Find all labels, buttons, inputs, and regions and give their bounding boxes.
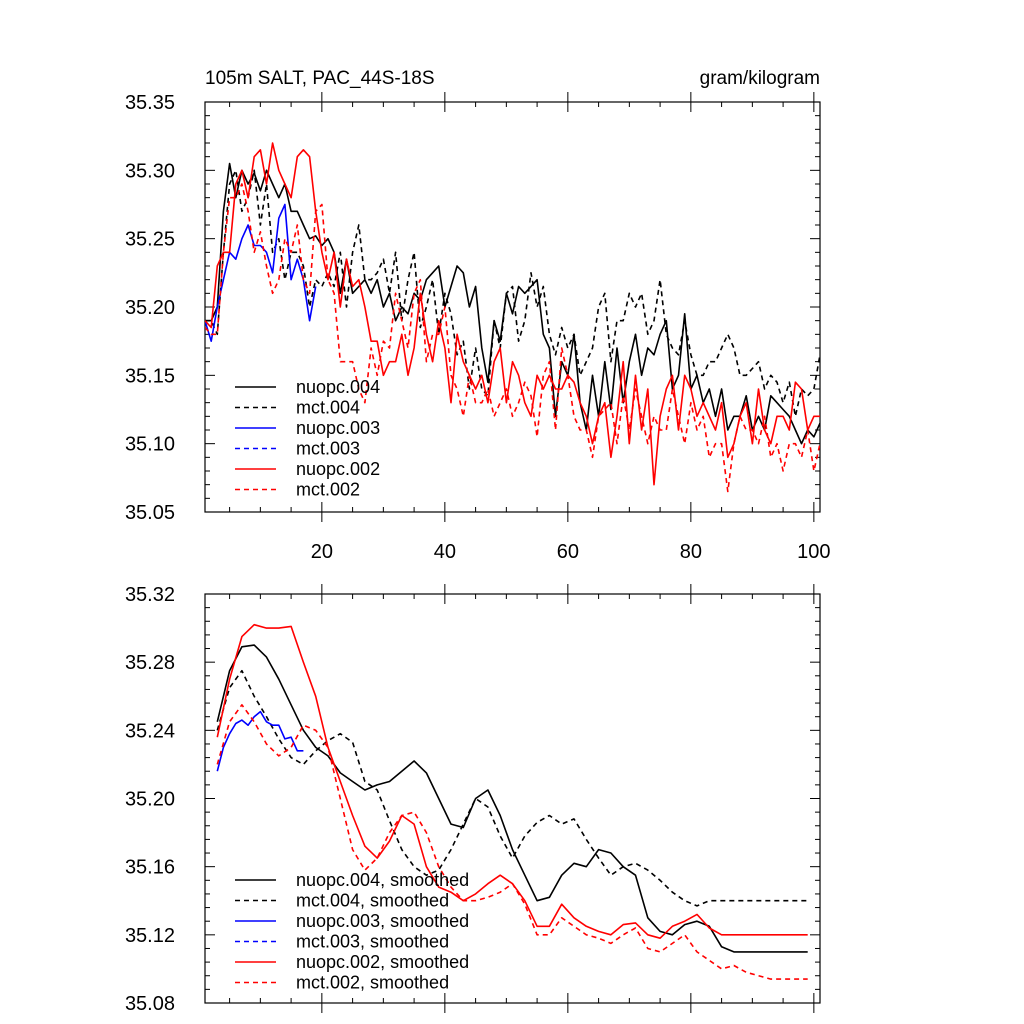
series-line-mct-004 xyxy=(205,169,820,418)
x-tick-label: 60 xyxy=(557,541,579,563)
legend-label: mct.004, smoothed xyxy=(296,891,449,911)
y-tick-label: 35.12 xyxy=(125,925,175,947)
y-tick-label: 35.20 xyxy=(125,789,175,811)
legend-label: nuopc.002, smoothed xyxy=(296,952,469,972)
series-line-nuopc-004-smoothed xyxy=(216,644,808,953)
legend-label: mct.003, smoothed xyxy=(296,932,449,952)
series-line-nuopc-002 xyxy=(205,142,820,486)
legend-label: mct.004 xyxy=(296,398,360,418)
legend-label: nuopc.002 xyxy=(296,459,380,479)
y-tick-label: 35.24 xyxy=(125,720,175,742)
bottom-panel: 35.08 35.12 35.16 35.20 35.24 35.28 35.32 nuopc… xyxy=(125,584,821,1015)
x-tick-label: 20 xyxy=(311,541,333,563)
y-tick-label: 35.08 xyxy=(125,993,175,1015)
series-line-mct-002-smoothed xyxy=(216,704,808,980)
y-tick-label: 35.16 xyxy=(125,857,175,879)
legend-label: nuopc.003 xyxy=(296,418,380,438)
y-tick-label: 35.30 xyxy=(125,160,175,182)
y-tick-label: 35.05 xyxy=(125,502,175,524)
y-tick-label: 35.28 xyxy=(125,652,175,674)
series-line-nuopc-004 xyxy=(205,162,820,445)
x-tick-label: 40 xyxy=(434,541,456,563)
legend-label: nuopc.004 xyxy=(296,377,380,397)
legend-label: nuopc.004, smoothed xyxy=(296,870,469,890)
x-tick-label: 80 xyxy=(680,541,702,563)
series-line-nuopc-003-smoothed xyxy=(216,710,304,772)
series-line-nuopc-003 xyxy=(205,203,317,342)
y-tick-label: 35.10 xyxy=(125,434,175,456)
y-tick-label: 35.32 xyxy=(125,584,175,606)
y-tick-label: 35.15 xyxy=(125,365,175,387)
y-tick-label: 35.20 xyxy=(125,297,175,319)
y-tick-label: 35.25 xyxy=(125,229,175,251)
y-tick-label: 35.35 xyxy=(125,92,175,114)
units-label: gram/kilogram xyxy=(700,68,820,89)
legend-label: mct.002 xyxy=(296,480,360,500)
chart-title: 105m SALT, PAC_44S-18S xyxy=(205,68,435,89)
top-panel: 105m SALT, PAC_44S-18S gram/kilogram 35.05… xyxy=(125,68,831,563)
series-line-mct-002 xyxy=(205,183,820,493)
legend-label: mct.003 xyxy=(296,439,360,459)
x-tick-label: 100 xyxy=(797,541,830,563)
legend-label: nuopc.003, smoothed xyxy=(296,911,469,931)
legend-label: mct.002, smoothed xyxy=(296,973,449,993)
